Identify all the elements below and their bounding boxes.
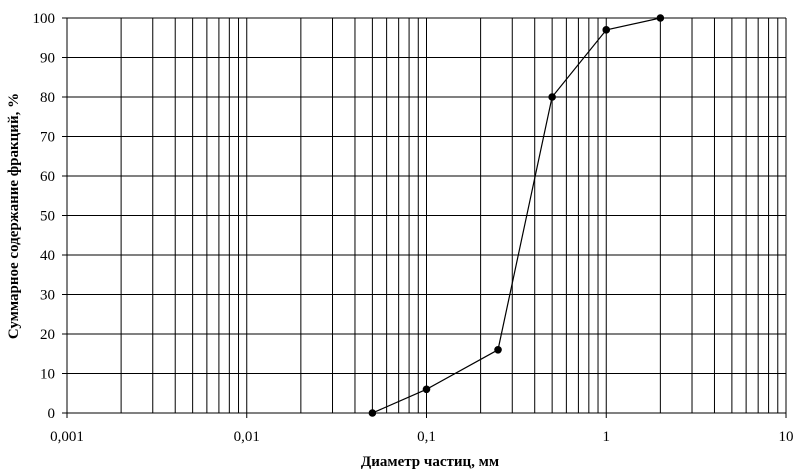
x-tick-label: 0,1 bbox=[417, 429, 436, 445]
x-tick-labels: 0,001 0,01 0,1 1 10 bbox=[50, 429, 793, 445]
y-tick-label: 20 bbox=[40, 327, 55, 343]
y-tick-label: 100 bbox=[33, 11, 56, 27]
data-point bbox=[548, 93, 556, 101]
x-tick-label: 0,01 bbox=[234, 429, 260, 445]
y-tick-label: 50 bbox=[40, 209, 55, 225]
data-point bbox=[602, 26, 611, 34]
y-tick-labels: 0 10 20 30 40 50 60 70 80 90 100 bbox=[33, 11, 56, 422]
x-axis-title: Диаметр частиц, мм bbox=[361, 454, 499, 469]
y-tick-label: 40 bbox=[40, 248, 55, 264]
series-group bbox=[368, 14, 665, 417]
y-tick-label: 10 bbox=[40, 367, 55, 383]
series-line bbox=[372, 17, 661, 414]
y-axis-title: Суммарное содержание фракций, % bbox=[6, 93, 22, 339]
y-tick-label: 60 bbox=[40, 169, 55, 185]
x-tick-label: 0,001 bbox=[50, 429, 84, 445]
y-tick-label: 0 bbox=[48, 406, 56, 422]
data-point bbox=[368, 409, 377, 417]
y-tick-label: 30 bbox=[40, 288, 55, 304]
data-point bbox=[422, 385, 431, 394]
y-tick-label: 80 bbox=[40, 90, 55, 106]
data-point bbox=[494, 346, 502, 354]
x-tick-label: 10 bbox=[779, 429, 794, 445]
y-gridlines bbox=[62, 17, 786, 414]
y-tick-label: 70 bbox=[40, 130, 55, 146]
data-point bbox=[656, 14, 665, 22]
y-tick-label: 90 bbox=[40, 51, 55, 67]
x-tick-label: 1 bbox=[603, 429, 611, 445]
x-gridlines bbox=[66, 18, 787, 418]
